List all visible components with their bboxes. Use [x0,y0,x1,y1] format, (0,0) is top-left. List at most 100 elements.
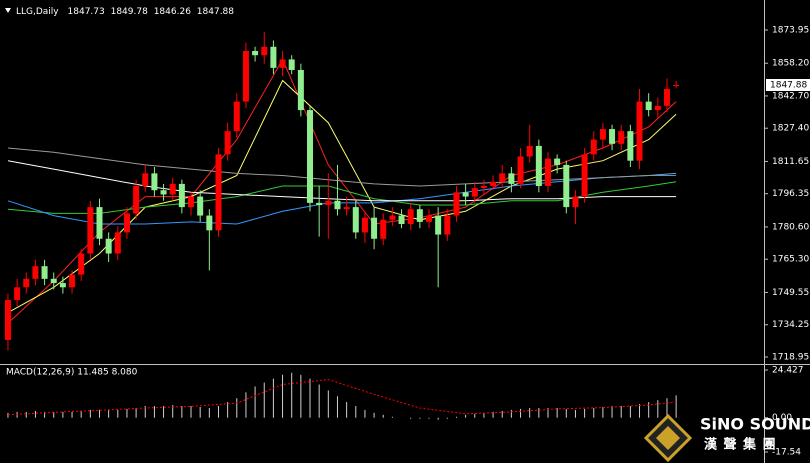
candle-body [618,131,625,144]
candle-body [270,46,277,68]
candle-body [371,217,378,239]
ohlc-high: 1849.78 [111,7,148,17]
signal-line [7,379,677,416]
logo-name: SiNO SOUND [700,415,810,434]
candle-body [78,253,85,275]
ohlc-low: 1846.26 [154,7,191,17]
candle-body [297,69,304,111]
macd-title: MACD(12,26,9) 11.485 8.080 [6,368,138,378]
candle-body [59,283,66,288]
candle-body [673,85,680,87]
candle-body [288,59,295,70]
y-tick-label: 1811.65 [772,157,809,167]
price-marker-label: 1847.88 [770,81,807,91]
candle-body [142,173,149,187]
candle-body [316,202,323,206]
candle-body [206,215,213,231]
candle-body [334,200,341,210]
candle-body [50,278,57,284]
candle-body [160,190,167,195]
y-tick-label: 1734.25 [772,320,809,330]
candle-body [636,101,643,161]
candle-body [380,219,387,239]
candle-body [96,207,103,239]
y-tick-label: 1796.35 [772,189,809,199]
candle-body [627,131,634,161]
candle-body [188,196,195,208]
candle-body [233,101,240,132]
candle-body [325,200,332,206]
candle-body [407,209,414,224]
ohlc-open: 1847.73 [68,7,105,17]
y-tick-label: 1842.70 [772,91,809,101]
symbol-title: LLG,Daily [16,7,59,17]
candle-body [599,129,606,140]
candle-body [279,59,286,68]
candle-body [444,215,451,235]
candle-body [544,158,551,187]
y-tick-label: 24.427 [772,366,804,376]
candle-body [123,213,130,233]
candle-body [307,110,314,203]
candle-body [41,266,48,279]
y-tick-label: 1827.40 [772,124,809,134]
moving-average [7,79,677,314]
y-tick-label: 0.00 [772,413,792,423]
collapse-arrow[interactable] [5,8,11,13]
candle-body [224,131,231,155]
main-header: LLG,Daily 1847.73 1849.78 1846.26 1847.8… [16,7,234,17]
candle-body [490,181,497,187]
candle-body [645,101,652,111]
candle-body [197,196,204,216]
candle-body [526,145,533,157]
candle-body [252,50,259,56]
candle-body [343,207,350,210]
candle-body [261,46,268,56]
y-tick-label: 1718.95 [772,353,809,363]
candle-body [572,196,579,208]
logo-inner [656,426,680,450]
candle-body [133,186,140,214]
candle-body [590,139,597,155]
candle-body [4,299,11,341]
candle-body [215,154,222,231]
candle-body [32,266,39,279]
candle-body [398,215,405,224]
y-tick-label: 1749.55 [772,288,809,298]
candle-body [389,215,396,220]
candle-body [87,207,94,254]
y-tick-label: 1858.20 [772,59,809,69]
price-marker-box [766,79,810,92]
candle-body [105,238,112,254]
candle-body [654,105,661,111]
candle-body [563,164,570,208]
candle-body [426,215,433,222]
candle-body [508,173,515,184]
candle-body [535,145,542,187]
logo: SiNO SOUND 漢 聲 集 團 [643,413,810,463]
moving-average [7,160,677,202]
candle-body [23,278,30,288]
candle-body [471,188,478,197]
candle-body [435,215,442,235]
candle-body [178,183,185,208]
candle-body [169,183,176,195]
candle-body [581,154,588,197]
candle-body [480,186,487,189]
candle-body [69,274,76,288]
candle-body [554,158,561,165]
candle-body [416,209,423,222]
y-tick-label: 1765.30 [772,255,809,265]
moving-average [7,58,677,324]
plot-layer [4,32,680,420]
candle-body [663,88,670,106]
candle-body [151,173,158,191]
candle-body [453,192,460,216]
ohlc-close: 1847.88 [197,7,234,17]
y-tick-label: 1873.95 [772,26,809,36]
y-tick-label: 1780.60 [772,222,809,232]
candle-body [242,50,249,102]
candle-body [361,217,368,233]
